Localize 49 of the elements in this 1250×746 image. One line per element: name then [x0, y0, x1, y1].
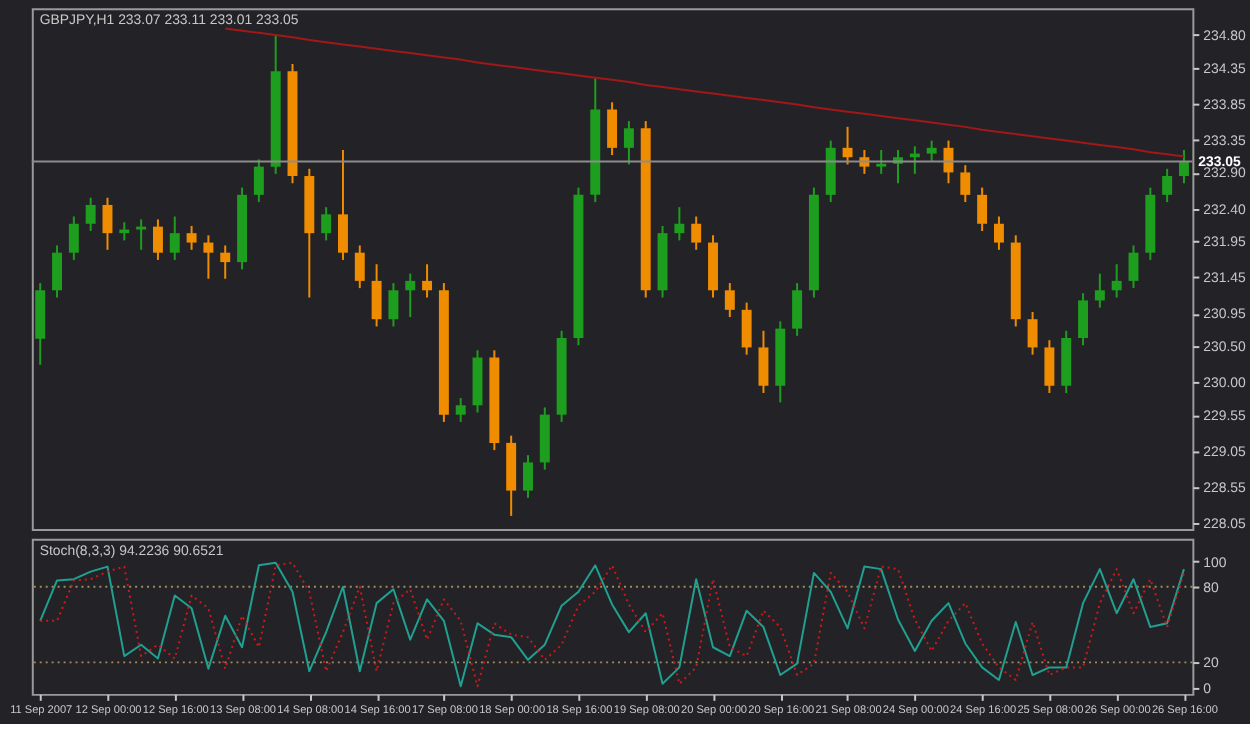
line-series — [39, 561, 1185, 688]
candlestick — [68, 215, 79, 261]
candlestick — [506, 434, 517, 517]
candlestick — [842, 125, 853, 166]
candlestick — [758, 329, 769, 394]
candlestick — [321, 206, 332, 242]
candlestick — [708, 234, 718, 299]
candlestick — [371, 263, 382, 328]
candlestick — [354, 244, 365, 290]
candlestick — [1178, 149, 1189, 185]
candlestick — [993, 215, 1004, 251]
candlestick — [136, 218, 147, 251]
candlestick — [102, 196, 113, 251]
candlestick — [623, 120, 634, 166]
candlestick — [1128, 244, 1139, 290]
candlestick — [52, 244, 62, 299]
candlestick — [1044, 339, 1055, 394]
candlestick — [186, 224, 197, 251]
candlestick — [169, 215, 180, 261]
candlestick — [203, 234, 214, 280]
candlestick — [152, 218, 163, 261]
candlestick — [825, 139, 836, 204]
candlestick — [876, 149, 887, 175]
candlestick — [338, 149, 348, 261]
candlestick — [674, 206, 685, 242]
candlestick — [1061, 329, 1072, 394]
candlestick — [1078, 292, 1089, 347]
candlestick — [422, 263, 433, 299]
candlestick — [977, 186, 988, 232]
candlestick — [792, 282, 803, 337]
candlestick — [1162, 167, 1173, 204]
candlestick — [1027, 310, 1038, 356]
candlestick — [405, 272, 416, 319]
candlestick — [1111, 263, 1122, 299]
candlestick — [926, 139, 937, 162]
candlestick — [607, 101, 618, 157]
candlestick — [253, 158, 264, 204]
candlestick — [741, 301, 752, 356]
candlestick — [1094, 272, 1105, 309]
candlestick — [455, 397, 466, 423]
candlestick — [539, 406, 550, 471]
candlestick — [691, 215, 702, 251]
candlestick — [523, 454, 533, 499]
candlestick — [220, 244, 231, 280]
candlestick — [960, 164, 971, 204]
candlestick — [85, 196, 96, 232]
line-series — [224, 27, 1185, 158]
candlestick — [724, 282, 735, 319]
candlestick — [388, 282, 399, 328]
